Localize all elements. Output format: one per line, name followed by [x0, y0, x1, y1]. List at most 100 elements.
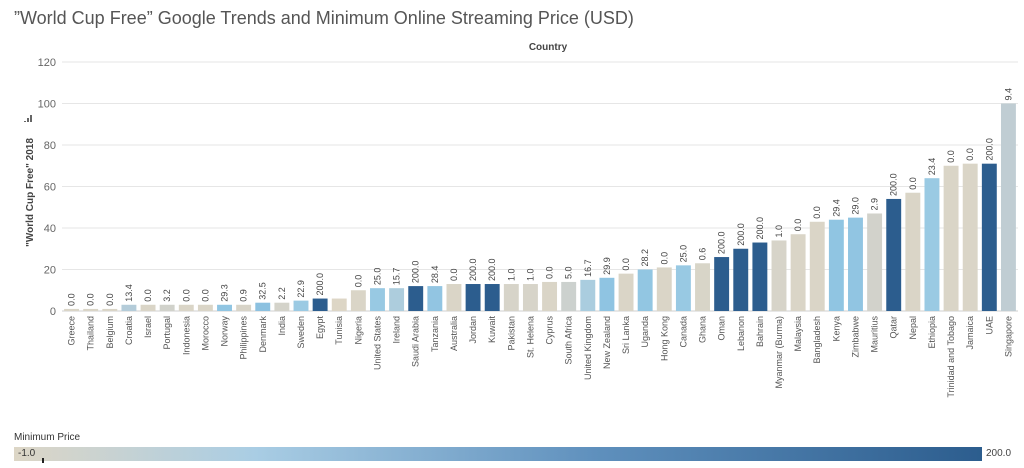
bar-value-label: 0.0	[353, 275, 363, 288]
bar	[427, 286, 443, 311]
bar	[465, 284, 481, 311]
bar	[542, 281, 558, 311]
x-tick-label: Tanzania	[430, 316, 440, 352]
bar-value-label: 200.0	[984, 138, 994, 161]
bar	[943, 165, 959, 311]
bar-value-label: 1.0	[506, 269, 516, 282]
x-tick-label: Qatar	[889, 316, 899, 339]
bar	[981, 163, 997, 311]
bar-value-label: 29.3	[220, 284, 230, 302]
bar-value-label: 0.0	[621, 258, 631, 271]
bar-value-label: 29.9	[602, 257, 612, 275]
bar	[656, 267, 672, 311]
x-tick-label: Morocco	[200, 316, 210, 351]
bar-value-label: 2.2	[277, 287, 287, 300]
x-tick-label: Indonesia	[181, 316, 191, 355]
sort-icon	[24, 121, 26, 122]
bar-value-label: 200.0	[736, 223, 746, 246]
bar-value-label: 16.7	[583, 259, 593, 277]
x-tick-label: Sri Lanka	[621, 316, 631, 354]
bar-value-label: 25.0	[678, 245, 688, 263]
bar-value-label: 25.0	[372, 268, 382, 286]
x-tick-label: Greece	[67, 316, 77, 346]
x-tick-label: New Zealand	[602, 316, 612, 369]
bar-value-label: 1.0	[525, 269, 535, 282]
x-tick-label: Oman	[717, 316, 727, 341]
bar-value-label: 200.0	[717, 232, 727, 255]
bar-value-label: 0.0	[793, 219, 803, 232]
bar-value-label: 0.0	[200, 289, 210, 302]
bar-value-label: 29.4	[831, 199, 841, 217]
x-tick-label: Trinidad and Tobago	[946, 316, 956, 398]
bar-value-label: 0.0	[181, 289, 191, 302]
x-tick-label: Australia	[449, 316, 459, 351]
bar-value-label: 0.6	[698, 248, 708, 261]
x-tick-label: Croatia	[124, 316, 134, 345]
bar	[64, 308, 80, 311]
bar-value-label: 3.2	[162, 289, 172, 302]
bar-value-label: 200.0	[889, 173, 899, 196]
bar-value-label: 0.0	[67, 293, 77, 306]
x-tick-label: Denmark	[258, 316, 268, 353]
x-tick-label: Jordan	[468, 316, 478, 344]
bar	[828, 219, 844, 311]
x-tick-label: Thailand	[86, 316, 96, 351]
bar	[140, 304, 156, 311]
x-tick-label: Saudi Arabia	[411, 316, 421, 367]
bar	[714, 257, 730, 311]
bar	[121, 304, 137, 311]
x-tick-label: Zimbabwe	[850, 316, 860, 358]
bar-value-label: 200.0	[411, 261, 421, 284]
x-tick-label: St. Helena	[525, 316, 535, 358]
bar	[274, 302, 290, 311]
x-tick-label: Portugal	[162, 316, 172, 350]
x-tick-label: UAE	[984, 316, 994, 335]
bar	[236, 304, 252, 311]
bar-value-label: 2.9	[870, 198, 880, 211]
bar-value-label: 28.2	[640, 249, 650, 267]
bar-value-label: 32.5	[258, 282, 268, 300]
bar	[408, 286, 424, 311]
y-tick-label: 60	[44, 182, 56, 194]
x-tick-label: Cyprus	[545, 316, 555, 345]
bar	[102, 308, 118, 311]
x-tick-label: Mauritius	[870, 316, 880, 353]
bar	[599, 277, 615, 311]
chart-title: ”World Cup Free” Google Trends and Minim…	[14, 8, 634, 28]
bar	[580, 279, 596, 311]
bar-value-label: 9.4	[1003, 88, 1013, 101]
legend-marker	[42, 458, 44, 463]
color-legend-bar	[14, 447, 982, 461]
x-tick-label: India	[277, 316, 287, 336]
bar	[255, 302, 271, 311]
bar-value-label: 1.0	[774, 225, 784, 238]
bar	[733, 248, 749, 311]
bar-value-label: 23.4	[927, 158, 937, 176]
x-tick-label: Kuwait	[487, 316, 497, 344]
bar-value-label: 0.0	[86, 293, 96, 306]
bar-value-label: 0.0	[812, 206, 822, 219]
x-tick-label: Singapore	[1003, 316, 1013, 357]
bar	[905, 192, 921, 311]
bar	[446, 284, 462, 311]
y-tick-label: 100	[38, 99, 56, 111]
bar-value-label: 0.0	[449, 269, 459, 282]
sort-icon	[27, 118, 29, 122]
bar	[522, 284, 538, 311]
bar	[1000, 103, 1016, 311]
y-tick-label: 80	[44, 140, 56, 152]
bar	[370, 288, 385, 311]
bar	[886, 198, 902, 311]
y-tick-label: 0	[50, 306, 56, 318]
bar-value-label: 200.0	[468, 258, 478, 281]
bar-value-label: 0.0	[545, 266, 555, 279]
bar-value-label: 200.0	[487, 258, 497, 281]
bar	[752, 242, 768, 311]
bar	[312, 298, 328, 311]
bar	[389, 288, 405, 311]
bar-value-label: 0.0	[908, 177, 918, 190]
bar-chart: 0 20 40 60 80 100 120 "World Cup Free" 2018 Coun…	[24, 42, 1018, 398]
x-tick-label: Israel	[143, 316, 153, 338]
bar-value-label: 0.0	[659, 252, 669, 265]
x-tick-label: Ethiopia	[927, 316, 937, 349]
